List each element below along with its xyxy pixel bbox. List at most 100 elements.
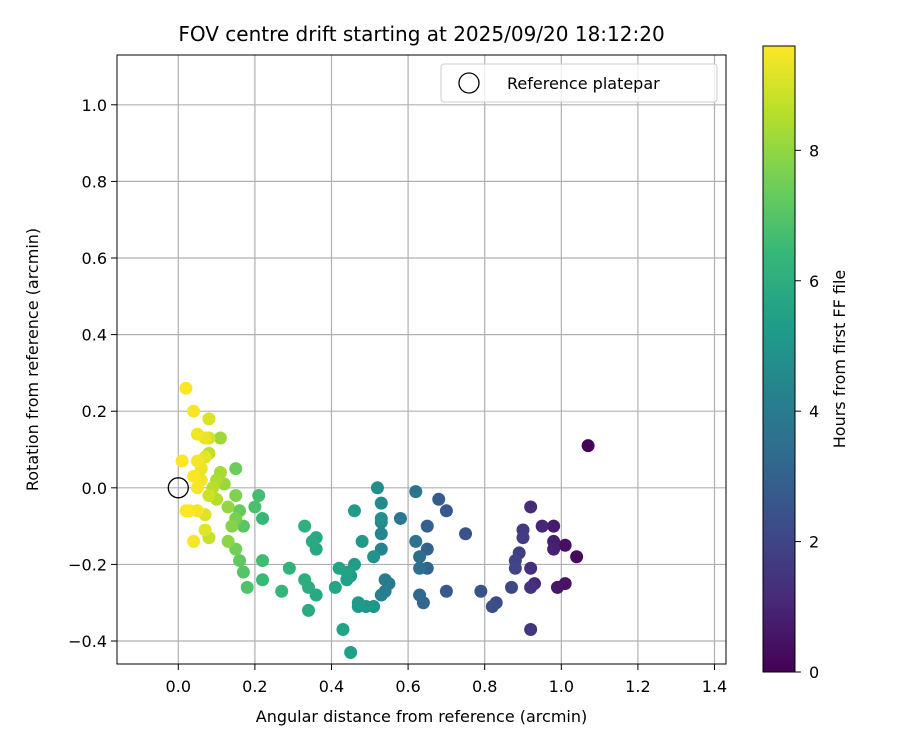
x-tick-label: 1.0 [549,677,574,696]
data-point [233,554,247,568]
data-point [229,462,243,476]
y-tick-label: −0.2 [68,555,107,574]
data-point [240,580,254,594]
data-point [190,454,204,468]
data-point [225,519,239,533]
y-tick-label: 0.4 [82,326,107,345]
y-tick-label: 0.2 [82,402,107,421]
reference-layer [167,477,189,499]
data-point [298,573,312,587]
data-point [374,496,388,510]
data-point [370,481,384,495]
data-point [198,523,212,537]
data-point [413,550,427,564]
data-point [187,404,201,418]
y-tick-label: 0.8 [82,172,107,191]
data-point [302,603,316,617]
colorbar-tick-label: 2 [809,533,819,552]
data-point [439,584,453,598]
data-point [547,519,561,533]
data-point [432,492,446,506]
data-point [413,588,427,602]
colorbar-ticks: 0 2 4 6 8 [795,141,819,682]
y-tick-label: 1.0 [82,96,107,115]
data-points [175,381,595,660]
data-point [393,511,407,525]
legend: Reference platepar [440,63,718,103]
data-point [202,488,216,502]
data-point [187,534,201,548]
data-point [305,534,319,548]
data-point [190,427,204,441]
data-point [474,584,488,598]
data-point [248,500,262,514]
data-point [374,588,388,602]
data-point [347,504,361,518]
data-point [374,527,388,541]
data-point [413,561,427,575]
data-point [505,580,519,594]
colorbar-tick-label: 4 [809,402,819,421]
y-tick-label: 0.0 [82,479,107,498]
data-point [459,527,473,541]
data-point [221,534,235,548]
axis-ticks: 0.0 0.2 0.4 0.6 0.8 1.0 1.2 1.4 −0.4 −0.2 0.0 0.2 0.… [68,96,727,696]
x-tick-label: 0.6 [395,677,420,696]
data-point [179,381,193,395]
data-point [550,580,564,594]
data-point [256,511,270,525]
data-point [374,511,388,525]
data-point [282,561,296,575]
data-point [547,542,561,556]
data-point [516,531,530,545]
colorbar-label: Hours from first FF file [830,270,849,449]
data-point [213,431,227,445]
y-tick-label: −0.4 [68,632,107,651]
legend-box [440,63,718,103]
data-point [252,488,266,502]
data-point [328,580,342,594]
data-point [179,504,193,518]
legend-marker-reference [458,72,480,94]
x-tick-label: 1.2 [625,677,650,696]
data-point [420,519,434,533]
data-point [535,519,549,533]
data-point [485,600,499,614]
data-point [355,534,369,548]
data-point [275,584,289,598]
data-point [524,623,538,637]
x-tick-label: 0.0 [166,677,191,696]
data-point [409,485,423,499]
data-point [344,646,358,660]
x-axis-label: Angular distance from reference (arcmin) [256,707,587,726]
data-point [298,519,312,533]
data-point [351,596,365,610]
colorbar-tick-label: 0 [809,663,819,682]
data-point [508,561,522,575]
plot-frame [116,54,727,665]
y-axis-label: Rotation from reference (arcmin) [23,228,42,491]
data-point [409,534,423,548]
data-point [202,412,216,426]
data-point [332,561,346,575]
colorbar-tick-label: 6 [809,272,819,291]
data-point [187,469,201,483]
data-point [367,550,381,564]
data-point [439,504,453,518]
data-point [558,538,572,552]
data-point [229,488,243,502]
x-tick-label: 0.2 [242,677,267,696]
data-point [190,481,204,495]
data-point [175,454,189,468]
chart-title: FOV centre drift starting at 2025/09/20 … [178,22,664,46]
data-point [524,580,538,594]
colorbar-tick-label: 8 [809,141,819,160]
data-point [581,439,595,453]
y-tick-label: 0.6 [82,249,107,268]
colorbar: 0 2 4 6 8 Hours from first FF file [762,45,849,682]
data-point [256,573,270,587]
data-point [336,623,350,637]
data-point [221,500,235,514]
